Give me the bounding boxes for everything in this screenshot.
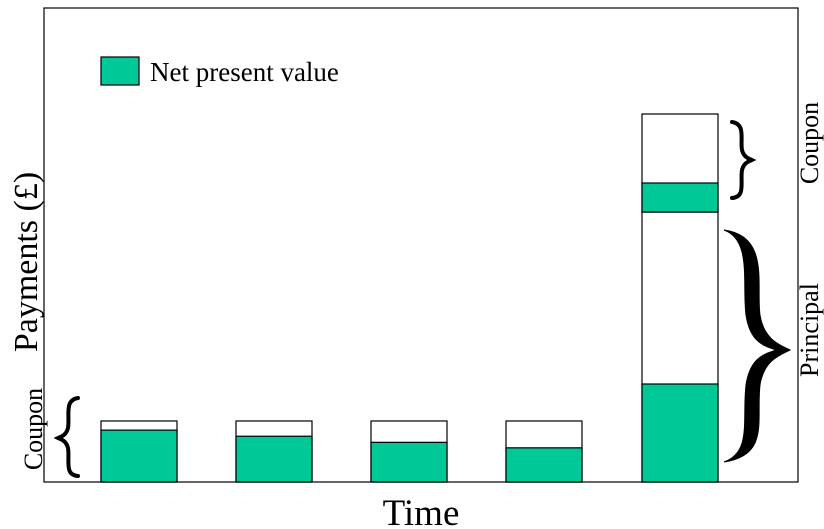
npv-coupon-bar-5 xyxy=(641,182,719,213)
npv-bar-1 xyxy=(100,429,178,483)
npv-principal-bar-5 xyxy=(641,383,719,483)
coupon-left-brace xyxy=(53,396,80,478)
principal-brace xyxy=(723,229,792,463)
bars xyxy=(100,113,719,483)
npv-bar-4 xyxy=(505,447,583,483)
coupon-left-label: Coupon xyxy=(19,388,48,470)
legend-swatch xyxy=(100,56,140,86)
coupon-right-brace xyxy=(730,120,757,200)
y-axis-label: Payments (£) xyxy=(8,172,45,352)
npv-bar-3 xyxy=(370,441,448,483)
npv-bar-2 xyxy=(235,435,313,483)
legend-label: Net present value xyxy=(150,57,339,87)
legend: Net present value xyxy=(100,56,339,87)
coupon-right-label: Coupon xyxy=(795,102,824,184)
x-axis-label: Time xyxy=(383,493,460,529)
principal-label: Principal xyxy=(795,283,824,377)
